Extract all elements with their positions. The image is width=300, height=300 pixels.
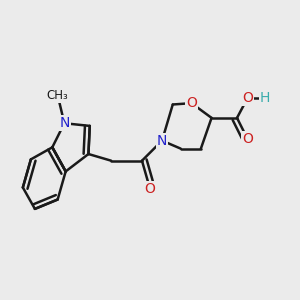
Text: O: O [242, 132, 253, 146]
Text: O: O [145, 182, 155, 196]
Text: CH₃: CH₃ [47, 88, 68, 102]
Text: N: N [157, 134, 167, 148]
Text: N: N [59, 116, 70, 130]
Text: H: H [260, 91, 270, 105]
Text: O: O [242, 91, 253, 105]
Text: O: O [186, 96, 197, 110]
